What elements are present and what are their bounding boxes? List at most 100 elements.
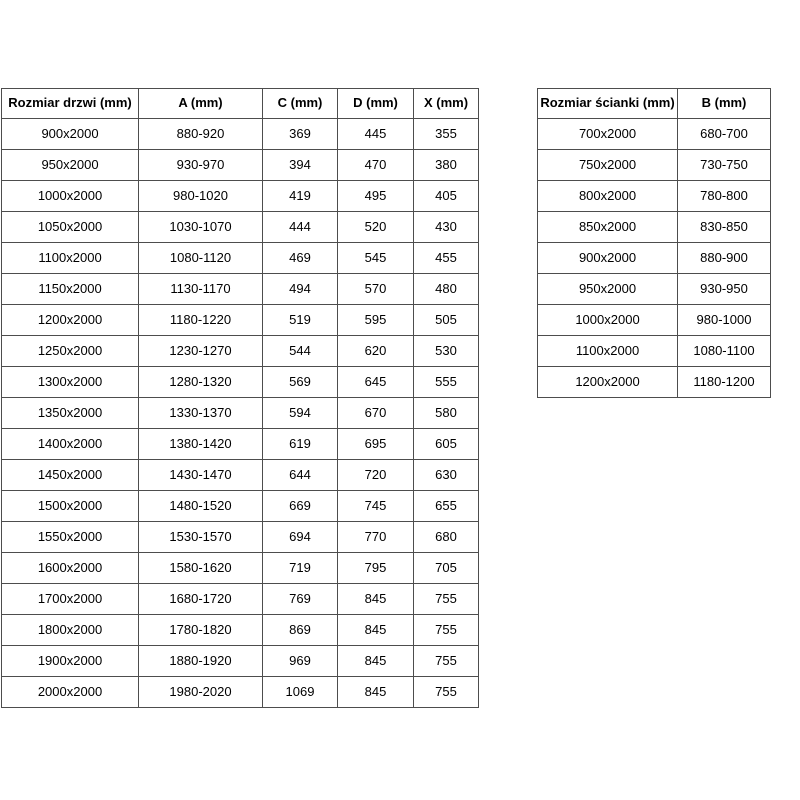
table-row: 800x2000 780-800 xyxy=(537,180,771,212)
table-cell: 1450x2000 xyxy=(1,459,139,491)
table-cell: 495 xyxy=(337,180,414,212)
table-cell: 830-850 xyxy=(677,211,771,243)
table-cell: 1069 xyxy=(262,676,338,708)
table-cell: 1200x2000 xyxy=(1,304,139,336)
table-cell: 900x2000 xyxy=(537,242,678,274)
door-size-table: Rozmiar drzwi (mm) A (mm) C (mm) D (mm) X (m… xyxy=(1,88,479,708)
table-cell: 669 xyxy=(262,490,338,522)
table-row: 1050x2000 1030-1070 444 520 430 xyxy=(1,211,479,243)
table-cell: 745 xyxy=(337,490,414,522)
column-header: D (mm) xyxy=(337,88,414,119)
table-row: 1100x2000 1080-1120 469 545 455 xyxy=(1,242,479,274)
table-cell: 1130-1170 xyxy=(138,273,263,305)
table-cell: 1550x2000 xyxy=(1,521,139,553)
table-row: 1550x2000 1530-1570 694 770 680 xyxy=(1,521,479,553)
table-row: 950x2000 930-950 xyxy=(537,273,771,305)
table-row: 1150x2000 1130-1170 494 570 480 xyxy=(1,273,479,305)
table-cell: 394 xyxy=(262,149,338,181)
table-cell: 1080-1100 xyxy=(677,335,771,367)
table-cell: 1030-1070 xyxy=(138,211,263,243)
table-cell: 1100x2000 xyxy=(1,242,139,274)
table-cell: 419 xyxy=(262,180,338,212)
table-cell: 570 xyxy=(337,273,414,305)
table-cell: 780-800 xyxy=(677,180,771,212)
table-cell: 845 xyxy=(337,676,414,708)
table-cell: 969 xyxy=(262,645,338,677)
table-cell: 1230-1270 xyxy=(138,335,263,367)
table-cell: 369 xyxy=(262,118,338,150)
table-cell: 619 xyxy=(262,428,338,460)
table-cell: 1380-1420 xyxy=(138,428,263,460)
table-cell: 730-750 xyxy=(677,149,771,181)
table-cell: 505 xyxy=(413,304,479,336)
table-cell: 645 xyxy=(337,366,414,398)
table-row: 1900x2000 1880-1920 969 845 755 xyxy=(1,645,479,677)
table-row: 950x2000 930-970 394 470 380 xyxy=(1,149,479,181)
table-cell: 1080-1120 xyxy=(138,242,263,274)
table-cell: 694 xyxy=(262,521,338,553)
table-cell: 755 xyxy=(413,676,479,708)
table-cell: 520 xyxy=(337,211,414,243)
table-cell: 594 xyxy=(262,397,338,429)
table-cell: 470 xyxy=(337,149,414,181)
table-cell: 769 xyxy=(262,583,338,615)
table-row: 1800x2000 1780-1820 869 845 755 xyxy=(1,614,479,646)
table-row: 1200x2000 1180-1200 xyxy=(537,366,771,398)
table-cell: 680 xyxy=(413,521,479,553)
table-cell: 720 xyxy=(337,459,414,491)
table-cell: 519 xyxy=(262,304,338,336)
table-cell: 469 xyxy=(262,242,338,274)
table-row: 1600x2000 1580-1620 719 795 705 xyxy=(1,552,479,584)
table-cell: 1100x2000 xyxy=(537,335,678,367)
table-cell: 1900x2000 xyxy=(1,645,139,677)
table-cell: 1980-2020 xyxy=(138,676,263,708)
column-header: Rozmiar drzwi (mm) xyxy=(1,88,139,119)
table-cell: 480 xyxy=(413,273,479,305)
table-row: 1450x2000 1430-1470 644 720 630 xyxy=(1,459,479,491)
table-row: 1350x2000 1330-1370 594 670 580 xyxy=(1,397,479,429)
table-row: 1700x2000 1680-1720 769 845 755 xyxy=(1,583,479,615)
table-cell: 980-1020 xyxy=(138,180,263,212)
table-cell: 950x2000 xyxy=(537,273,678,305)
column-header: X (mm) xyxy=(413,88,479,119)
table-cell: 655 xyxy=(413,490,479,522)
column-header: B (mm) xyxy=(677,88,771,119)
table-cell: 1000x2000 xyxy=(1,180,139,212)
table-row: 850x2000 830-850 xyxy=(537,211,771,243)
table-cell: 869 xyxy=(262,614,338,646)
table-cell: 1530-1570 xyxy=(138,521,263,553)
table-cell: 850x2000 xyxy=(537,211,678,243)
table-cell: 1700x2000 xyxy=(1,583,139,615)
table-cell: 2000x2000 xyxy=(1,676,139,708)
table-cell: 755 xyxy=(413,614,479,646)
table-cell: 1680-1720 xyxy=(138,583,263,615)
table-cell: 930-970 xyxy=(138,149,263,181)
table-cell: 695 xyxy=(337,428,414,460)
table-cell: 555 xyxy=(413,366,479,398)
table-row: 1200x2000 1180-1220 519 595 505 xyxy=(1,304,479,336)
table-cell: 880-920 xyxy=(138,118,263,150)
table-cell: 1350x2000 xyxy=(1,397,139,429)
table-cell: 755 xyxy=(413,583,479,615)
table-cell: 544 xyxy=(262,335,338,367)
table-cell: 700x2000 xyxy=(537,118,678,150)
table-cell: 719 xyxy=(262,552,338,584)
table-cell: 1200x2000 xyxy=(537,366,678,398)
header-row: Rozmiar drzwi (mm) A (mm) C (mm) D (mm) X (m… xyxy=(1,88,479,119)
table-row: 1250x2000 1230-1270 544 620 530 xyxy=(1,335,479,367)
table-cell: 1250x2000 xyxy=(1,335,139,367)
table-row: 900x2000 880-900 xyxy=(537,242,771,274)
table-cell: 1330-1370 xyxy=(138,397,263,429)
table-cell: 670 xyxy=(337,397,414,429)
table-cell: 1000x2000 xyxy=(537,304,678,336)
table-cell: 680-700 xyxy=(677,118,771,150)
table-cell: 430 xyxy=(413,211,479,243)
table-cell: 705 xyxy=(413,552,479,584)
table-cell: 800x2000 xyxy=(537,180,678,212)
table-cell: 950x2000 xyxy=(1,149,139,181)
table-row: 2000x2000 1980-2020 1069 845 755 xyxy=(1,676,479,708)
table-cell: 595 xyxy=(337,304,414,336)
table-cell: 755 xyxy=(413,645,479,677)
table-cell: 1300x2000 xyxy=(1,366,139,398)
